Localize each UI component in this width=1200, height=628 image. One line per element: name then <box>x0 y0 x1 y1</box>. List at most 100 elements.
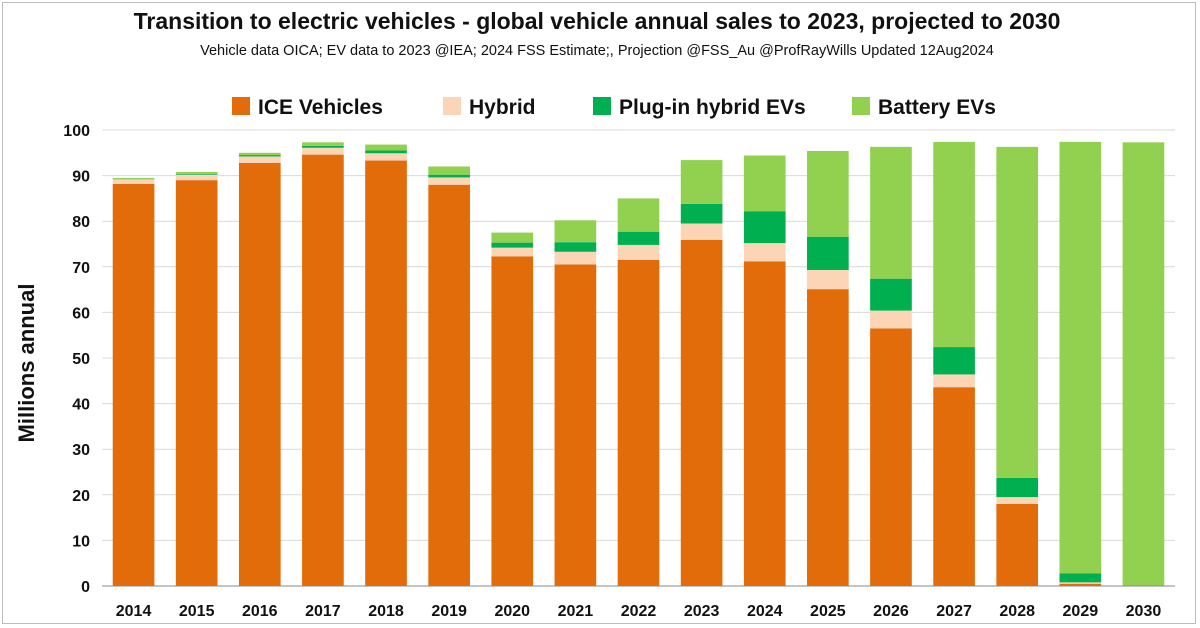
bar-segment <box>491 242 534 248</box>
bar-segment <box>428 177 470 185</box>
bar-segment <box>554 251 597 265</box>
bar-segment <box>1059 582 1102 584</box>
legend-swatch <box>443 97 461 115</box>
bar-segment <box>1059 573 1102 583</box>
legend-swatch <box>593 97 611 115</box>
bar-segment <box>617 198 660 232</box>
bar-segment <box>996 497 1039 504</box>
bar-segment <box>743 243 786 262</box>
bar-segment <box>365 150 407 154</box>
bar-segment <box>996 503 1039 586</box>
bar-segment <box>996 146 1039 478</box>
bar-segment <box>933 141 975 348</box>
bar-segment <box>302 142 344 146</box>
legend-label: Battery EVs <box>878 96 996 119</box>
y-tick-label: 80 <box>72 214 90 231</box>
x-tick-label: 2018 <box>368 603 404 620</box>
bar-segment <box>112 183 155 586</box>
bar-segment <box>554 242 597 252</box>
x-tick-label: 2014 <box>116 603 152 620</box>
bar-segment <box>238 152 281 156</box>
chart-title: Transition to electric vehicles - global… <box>133 8 1061 34</box>
bars <box>112 141 1165 587</box>
x-tick-label: 2021 <box>558 603 594 620</box>
x-tick-label: 2023 <box>684 603 720 620</box>
y-tick-label: 20 <box>72 488 90 505</box>
x-tick-label: 2028 <box>999 603 1035 620</box>
bar-segment <box>175 173 218 175</box>
bar-segment <box>302 147 344 155</box>
bar-segment <box>933 387 975 586</box>
bar-segment <box>617 259 660 586</box>
chart-subtitle: Vehicle data OICA; EV data to 2023 @IEA;… <box>200 43 994 59</box>
bar-segment <box>933 374 975 388</box>
bar-segment <box>870 146 912 279</box>
bar-segment <box>617 231 660 245</box>
y-tick-label: 0 <box>81 579 90 596</box>
legend-label: Hybrid <box>469 96 536 119</box>
bar-segment <box>302 145 344 148</box>
y-tick-label: 30 <box>72 442 90 459</box>
legend-label: Plug-in hybrid EVs <box>619 96 806 119</box>
bar-segment <box>238 162 281 586</box>
legend-swatch <box>232 97 250 115</box>
x-axis-ticks: 2014 2015 2016 2017 2018 2019 2020 2021 2022 2023… <box>116 603 1162 620</box>
bar-segment <box>870 328 912 586</box>
bar-segment <box>175 180 218 586</box>
bar-segment <box>238 155 281 157</box>
x-tick-label: 2020 <box>494 603 530 620</box>
bar-segment <box>1059 141 1102 574</box>
legend: ICE Vehicles Hybrid Plug-in hybrid EVs Batt… <box>232 96 996 119</box>
x-tick-label: 2025 <box>810 603 846 620</box>
x-tick-label: 2016 <box>242 603 278 620</box>
bar-segment <box>870 310 912 329</box>
bar-segment <box>680 203 723 224</box>
bar-segment <box>807 236 849 270</box>
bar-segment <box>807 269 849 290</box>
bar-segment <box>428 166 470 175</box>
bar-segment <box>302 154 344 586</box>
y-tick-label: 40 <box>72 397 90 414</box>
x-tick-label: 2029 <box>1063 603 1099 620</box>
y-axis-title: Millions annual <box>14 284 39 443</box>
x-tick-label: 2027 <box>936 603 972 620</box>
bar-segment <box>680 239 723 586</box>
y-tick-label: 100 <box>63 123 90 140</box>
bar-segment <box>491 256 534 586</box>
y-tick-label: 50 <box>72 351 90 368</box>
bar-segment <box>365 144 407 151</box>
bar-segment <box>680 160 723 204</box>
bar-segment <box>428 184 470 586</box>
y-tick-label: 90 <box>72 169 90 186</box>
legend-swatch <box>852 97 870 115</box>
bar-segment <box>743 261 786 586</box>
legend-label: ICE Vehicles <box>258 96 383 119</box>
bar-segment <box>1122 142 1165 586</box>
bar-segment <box>743 211 786 244</box>
bar-segment <box>365 153 407 161</box>
bar-segment <box>996 477 1039 498</box>
bar-segment <box>365 160 407 587</box>
bar-segment <box>554 264 597 586</box>
bar-segment <box>807 289 849 586</box>
x-tick-label: 2019 <box>431 603 467 620</box>
bar-segment <box>112 177 155 179</box>
bar-segment <box>428 174 470 178</box>
bar-segment <box>175 171 218 174</box>
bar-segment <box>933 347 975 375</box>
x-tick-label: 2015 <box>179 603 215 620</box>
y-axis-ticks: 0 10 20 30 40 50 60 70 80 90 100 <box>63 123 90 596</box>
y-tick-label: 60 <box>72 305 90 322</box>
bar-segment <box>238 156 281 163</box>
bar-segment <box>680 223 723 240</box>
bar-segment <box>112 179 155 184</box>
bar-segment <box>807 150 849 237</box>
bar-segment <box>870 278 912 311</box>
bar-segment <box>617 244 660 260</box>
x-tick-label: 2022 <box>621 603 657 620</box>
bar-segment <box>743 155 786 212</box>
x-tick-label: 2026 <box>873 603 909 620</box>
bar-segment <box>491 247 534 257</box>
x-tick-label: 2024 <box>747 603 783 620</box>
x-tick-label: 2017 <box>305 603 341 620</box>
